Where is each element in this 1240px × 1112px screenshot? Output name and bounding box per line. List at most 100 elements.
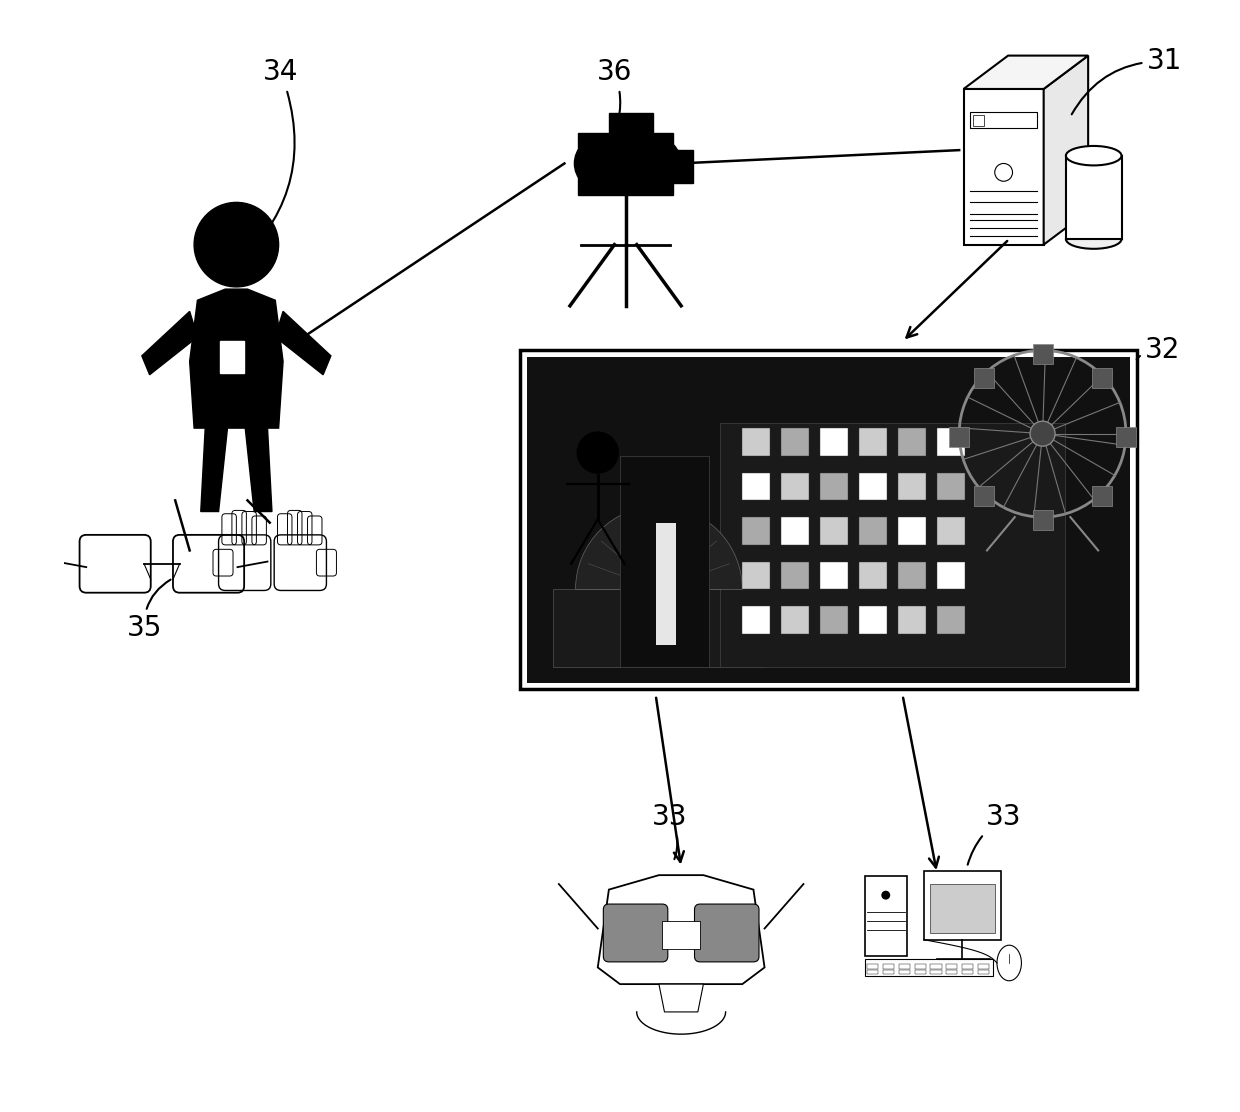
Bar bbox=[898, 562, 926, 589]
Text: 32: 32 bbox=[1137, 336, 1180, 365]
Bar bbox=[898, 428, 926, 456]
Ellipse shape bbox=[567, 592, 1029, 666]
Text: 33: 33 bbox=[652, 803, 688, 860]
Polygon shape bbox=[141, 311, 197, 375]
Text: 31: 31 bbox=[1071, 47, 1183, 115]
Bar bbox=[970, 112, 1037, 128]
Ellipse shape bbox=[997, 945, 1022, 981]
Bar bbox=[915, 964, 925, 969]
Circle shape bbox=[195, 202, 279, 287]
Polygon shape bbox=[246, 428, 272, 512]
Bar bbox=[520, 350, 1137, 689]
Bar bbox=[743, 562, 770, 589]
Text: 35: 35 bbox=[126, 579, 171, 643]
Bar bbox=[743, 428, 770, 456]
Bar bbox=[962, 970, 973, 974]
Polygon shape bbox=[190, 289, 283, 428]
Bar bbox=[578, 133, 673, 195]
Bar bbox=[864, 876, 906, 956]
Bar bbox=[867, 964, 878, 969]
Bar bbox=[924, 871, 1002, 940]
Bar bbox=[930, 970, 941, 974]
FancyBboxPatch shape bbox=[604, 904, 668, 962]
Bar bbox=[899, 964, 910, 969]
Bar bbox=[1033, 510, 1053, 530]
Bar bbox=[781, 517, 808, 545]
Circle shape bbox=[578, 433, 619, 473]
Circle shape bbox=[574, 137, 627, 190]
Polygon shape bbox=[1044, 56, 1089, 245]
Bar bbox=[937, 606, 965, 634]
Bar bbox=[781, 606, 808, 634]
Bar bbox=[781, 473, 808, 500]
Bar bbox=[609, 113, 653, 133]
Bar bbox=[937, 517, 965, 545]
Polygon shape bbox=[620, 456, 709, 667]
Wedge shape bbox=[575, 506, 743, 589]
Polygon shape bbox=[201, 428, 227, 512]
Bar bbox=[1033, 344, 1053, 364]
Bar bbox=[527, 357, 1131, 683]
Bar bbox=[930, 964, 941, 969]
Bar bbox=[859, 562, 887, 589]
Polygon shape bbox=[963, 89, 1044, 245]
Bar bbox=[898, 606, 926, 634]
Polygon shape bbox=[598, 875, 765, 984]
Bar bbox=[820, 428, 848, 456]
Polygon shape bbox=[963, 56, 1089, 89]
Bar bbox=[867, 970, 878, 974]
Bar bbox=[915, 970, 925, 974]
Bar bbox=[973, 368, 993, 388]
Bar bbox=[949, 427, 970, 447]
Bar bbox=[781, 428, 808, 456]
Bar bbox=[820, 517, 848, 545]
Bar bbox=[978, 964, 990, 969]
Bar bbox=[898, 473, 926, 500]
Ellipse shape bbox=[1066, 146, 1121, 166]
Bar bbox=[743, 517, 770, 545]
Bar bbox=[962, 964, 973, 969]
Bar bbox=[978, 970, 990, 974]
Ellipse shape bbox=[1066, 229, 1121, 249]
Bar bbox=[820, 606, 848, 634]
Text: 33: 33 bbox=[967, 803, 1022, 865]
Bar bbox=[673, 150, 693, 183]
Polygon shape bbox=[658, 984, 703, 1012]
Bar bbox=[743, 606, 770, 634]
Bar bbox=[864, 959, 992, 976]
Text: 34: 34 bbox=[231, 58, 299, 270]
Bar bbox=[883, 970, 894, 974]
Circle shape bbox=[882, 891, 890, 900]
Polygon shape bbox=[720, 423, 1065, 667]
Circle shape bbox=[1030, 421, 1055, 446]
Bar bbox=[859, 517, 887, 545]
Bar bbox=[937, 562, 965, 589]
Bar bbox=[859, 606, 887, 634]
Bar bbox=[898, 517, 926, 545]
Bar bbox=[937, 428, 965, 456]
Bar bbox=[1116, 427, 1136, 447]
Bar bbox=[859, 473, 887, 500]
Bar bbox=[743, 473, 770, 500]
Bar bbox=[1091, 486, 1111, 506]
Bar bbox=[1091, 368, 1111, 388]
Bar bbox=[859, 428, 887, 456]
Polygon shape bbox=[275, 311, 331, 375]
Bar bbox=[899, 970, 910, 974]
Bar bbox=[656, 523, 676, 645]
Bar bbox=[946, 964, 957, 969]
Bar bbox=[946, 970, 957, 974]
Circle shape bbox=[627, 137, 681, 190]
Bar bbox=[1066, 156, 1121, 239]
Bar bbox=[781, 562, 808, 589]
Bar bbox=[973, 486, 993, 506]
Polygon shape bbox=[553, 589, 765, 667]
Bar bbox=[937, 473, 965, 500]
FancyBboxPatch shape bbox=[694, 904, 759, 962]
Bar bbox=[219, 341, 244, 373]
Text: 36: 36 bbox=[596, 58, 632, 145]
Bar bbox=[972, 115, 983, 126]
Bar bbox=[930, 884, 994, 933]
Bar bbox=[662, 921, 701, 949]
Bar bbox=[883, 964, 894, 969]
